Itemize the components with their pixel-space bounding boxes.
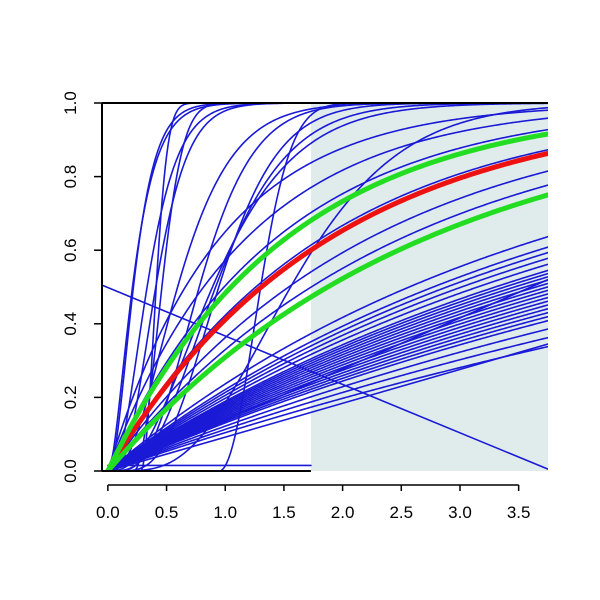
- x-tick-label: 2.5: [389, 503, 413, 522]
- series-blue-11: [107, 289, 548, 471]
- series-blue-6: [107, 272, 548, 471]
- series-blue-8: [107, 279, 548, 471]
- series-blue-5: [107, 269, 548, 471]
- series-green-47: [105, 131, 548, 471]
- x-axis: 0.0 0.5 1.0 1.5 2.0 2.5 3.0 3.5: [96, 484, 531, 522]
- y-tick-label: 0.8: [61, 165, 80, 189]
- series-blue-20: [107, 328, 548, 471]
- series-blue-28: [107, 109, 548, 471]
- axes-layer: [101, 102, 548, 472]
- x-tick-label: 3.0: [448, 503, 472, 522]
- series-blue-14: [107, 300, 548, 471]
- series-blue-39: [107, 103, 548, 471]
- series-blue-7: [107, 276, 548, 471]
- y-tick-label: 0.4: [61, 312, 80, 336]
- series-green-48: [105, 192, 548, 471]
- x-tick-label: 0.5: [155, 503, 179, 522]
- series-blue-21: [107, 336, 548, 471]
- series-blue-41: [107, 103, 548, 471]
- series-blue-27: [107, 117, 548, 471]
- y-axis: 0.0 0.2 0.4 0.6 0.8 1.0: [61, 91, 102, 483]
- x-tick-label: 1.0: [213, 503, 237, 522]
- y-tick-label: 0.0: [61, 459, 80, 483]
- x-tick-label: 0.0: [96, 503, 120, 522]
- series-blue-19: [107, 319, 548, 471]
- y-tick-label: 0.6: [61, 238, 80, 262]
- y-tick-label: 1.0: [61, 91, 80, 115]
- series-blue-22: [107, 345, 548, 471]
- series-blue-30: [107, 103, 548, 471]
- series-blue-2: [107, 251, 548, 471]
- series-blue-12: [107, 293, 548, 471]
- series-blue-29: [107, 103, 548, 471]
- series-blue-3: [107, 257, 548, 471]
- series-blue-44: [107, 343, 548, 471]
- series-blue-36: [107, 106, 548, 471]
- x-tick-label: 1.5: [272, 503, 296, 522]
- y-tick-label: 0.2: [61, 386, 80, 410]
- series-blue-4: [107, 263, 548, 471]
- series-blue-10: [107, 286, 548, 471]
- series-blue-43: [107, 278, 548, 471]
- series-blue-1: [107, 246, 548, 471]
- series-blue-23: [107, 184, 548, 471]
- x-tick-label: 3.5: [507, 503, 531, 522]
- series-blue-26: [107, 128, 548, 471]
- series-red-46: [105, 150, 548, 471]
- series-blue-40: [107, 103, 548, 471]
- series-blue-13: [107, 296, 548, 471]
- series-blue-0: [107, 235, 548, 471]
- series-blue-9: [107, 282, 548, 471]
- series-blue-17: [107, 311, 548, 471]
- x-tick-label: 2.0: [331, 503, 355, 522]
